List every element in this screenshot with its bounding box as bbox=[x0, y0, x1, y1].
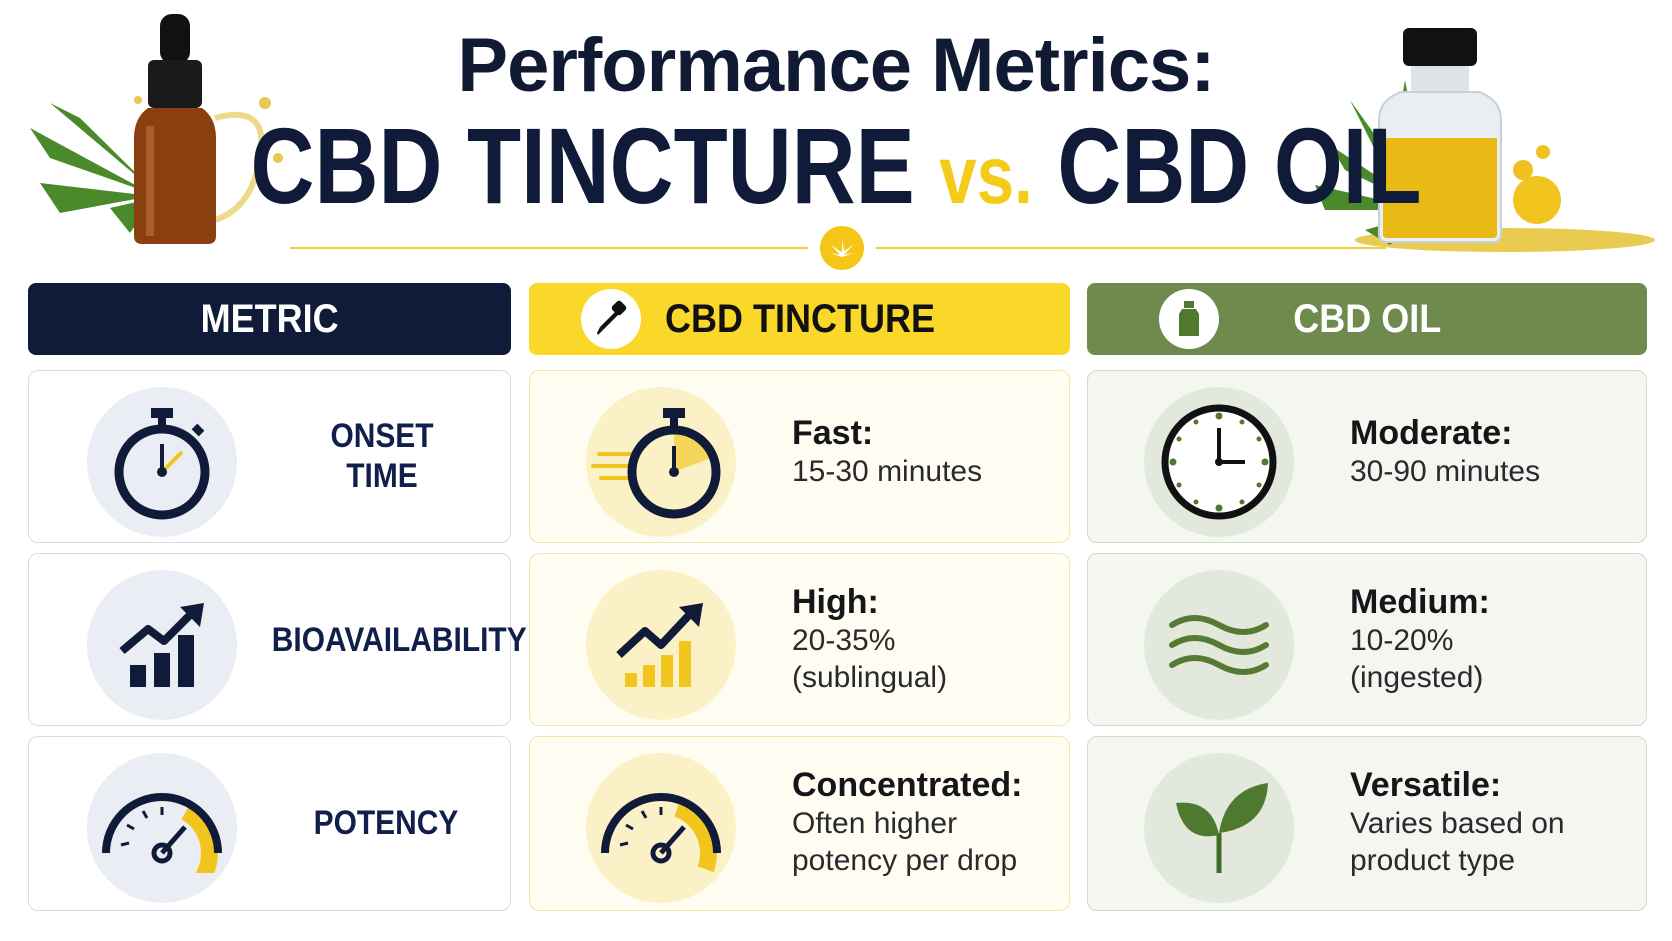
value-desc-line1: Often higher bbox=[792, 807, 958, 840]
page-title: Performance Metrics: bbox=[457, 23, 1215, 108]
value-desc-line2: (sublingual) bbox=[792, 661, 948, 694]
value-desc: 15-30 minutes bbox=[792, 455, 983, 488]
oil-potency-value: Versatile: Varies based on product type bbox=[1350, 765, 1565, 879]
tincture-bioavailability-value: High: 20-35% (sublingual) bbox=[792, 582, 947, 696]
growth-chart-icon bbox=[586, 570, 736, 720]
title-divider-left bbox=[290, 247, 808, 249]
clock-icon bbox=[1144, 387, 1294, 537]
value-key: Moderate: bbox=[1350, 414, 1513, 452]
tincture-bottle-illustration bbox=[30, 14, 283, 244]
value-desc-line1: Varies based on bbox=[1350, 807, 1565, 840]
value-key: High: bbox=[792, 583, 879, 621]
value-desc-line2: (ingested) bbox=[1350, 661, 1484, 694]
row-onset-oil: Moderate: 30-90 minutes bbox=[1087, 370, 1647, 543]
growth-chart-icon bbox=[87, 570, 237, 720]
row-potency-metric: POTENCY bbox=[28, 736, 511, 911]
waves-icon bbox=[1144, 570, 1294, 720]
metric-label-onset: ONSET TIME bbox=[298, 416, 465, 496]
leaves-icon bbox=[1144, 753, 1294, 903]
page-subtitle: CBD TINCTURE vs. CBD OIL bbox=[150, 112, 1521, 220]
gauge-icon bbox=[87, 753, 237, 903]
header-tincture-label: CBD TINCTURE bbox=[664, 296, 935, 341]
row-onset-metric: ONSET TIME bbox=[28, 370, 511, 543]
oil-bioavailability-value: Medium: 10-20% (ingested) bbox=[1350, 582, 1490, 696]
metric-label-line1: BIOAVAILABILITY bbox=[271, 621, 527, 659]
tincture-potency-value: Concentrated: Often higher potency per d… bbox=[792, 765, 1022, 879]
metric-label-line1: POTENCY bbox=[313, 804, 459, 842]
fast-stopwatch-icon bbox=[586, 387, 736, 537]
value-key: Fast: bbox=[792, 414, 874, 452]
value-desc-line2: product type bbox=[1350, 844, 1516, 877]
value-desc-line2: potency per drop bbox=[792, 844, 1018, 877]
subtitle-right: CBD OIL bbox=[1057, 105, 1422, 226]
stopwatch-icon bbox=[87, 387, 237, 537]
oil-bottle-illustration bbox=[1315, 28, 1655, 252]
header-metric: METRIC bbox=[28, 283, 511, 355]
header-oil-label: CBD OIL bbox=[1293, 296, 1441, 341]
metric-label-line2: TIME bbox=[346, 457, 418, 495]
gauge-icon bbox=[586, 753, 736, 903]
row-potency-oil: Versatile: Varies based on product type bbox=[1087, 736, 1647, 911]
tincture-onset-value: Fast: 15-30 minutes bbox=[792, 413, 982, 490]
header-metric-label: METRIC bbox=[200, 296, 339, 341]
value-desc-line1: 10-20% bbox=[1350, 624, 1454, 657]
row-bioavailability-oil: Medium: 10-20% (ingested) bbox=[1087, 553, 1647, 726]
metric-label-potency: POTENCY bbox=[302, 803, 469, 843]
header-tincture: CBD TINCTURE bbox=[529, 283, 1070, 355]
cannabis-leaf-icon bbox=[820, 226, 864, 270]
value-desc-line1: 20-35% bbox=[792, 624, 896, 657]
row-bioavailability-metric: BIOAVAILABILITY bbox=[28, 553, 527, 726]
dropper-icon bbox=[581, 289, 641, 349]
metric-label-line1: ONSET bbox=[330, 417, 434, 455]
row-potency-tincture: Concentrated: Often higher potency per d… bbox=[529, 736, 1070, 911]
subtitle-vs: vs. bbox=[939, 130, 1033, 221]
row-bioavailability-tincture: High: 20-35% (sublingual) bbox=[529, 553, 1070, 726]
bottle-icon bbox=[1159, 289, 1219, 349]
row-onset-tincture: Fast: 15-30 minutes bbox=[529, 370, 1070, 543]
value-key: Concentrated: bbox=[792, 766, 1023, 804]
value-key: Versatile: bbox=[1350, 766, 1502, 804]
value-key: Medium: bbox=[1350, 583, 1490, 621]
subtitle-left: CBD TINCTURE bbox=[250, 105, 915, 226]
header-oil: CBD OIL bbox=[1087, 283, 1647, 355]
metric-label-bioavailability: BIOAVAILABILITY bbox=[271, 620, 527, 660]
oil-onset-value: Moderate: 30-90 minutes bbox=[1350, 413, 1540, 490]
title-divider-right bbox=[876, 247, 1386, 249]
value-desc: 30-90 minutes bbox=[1350, 455, 1541, 488]
